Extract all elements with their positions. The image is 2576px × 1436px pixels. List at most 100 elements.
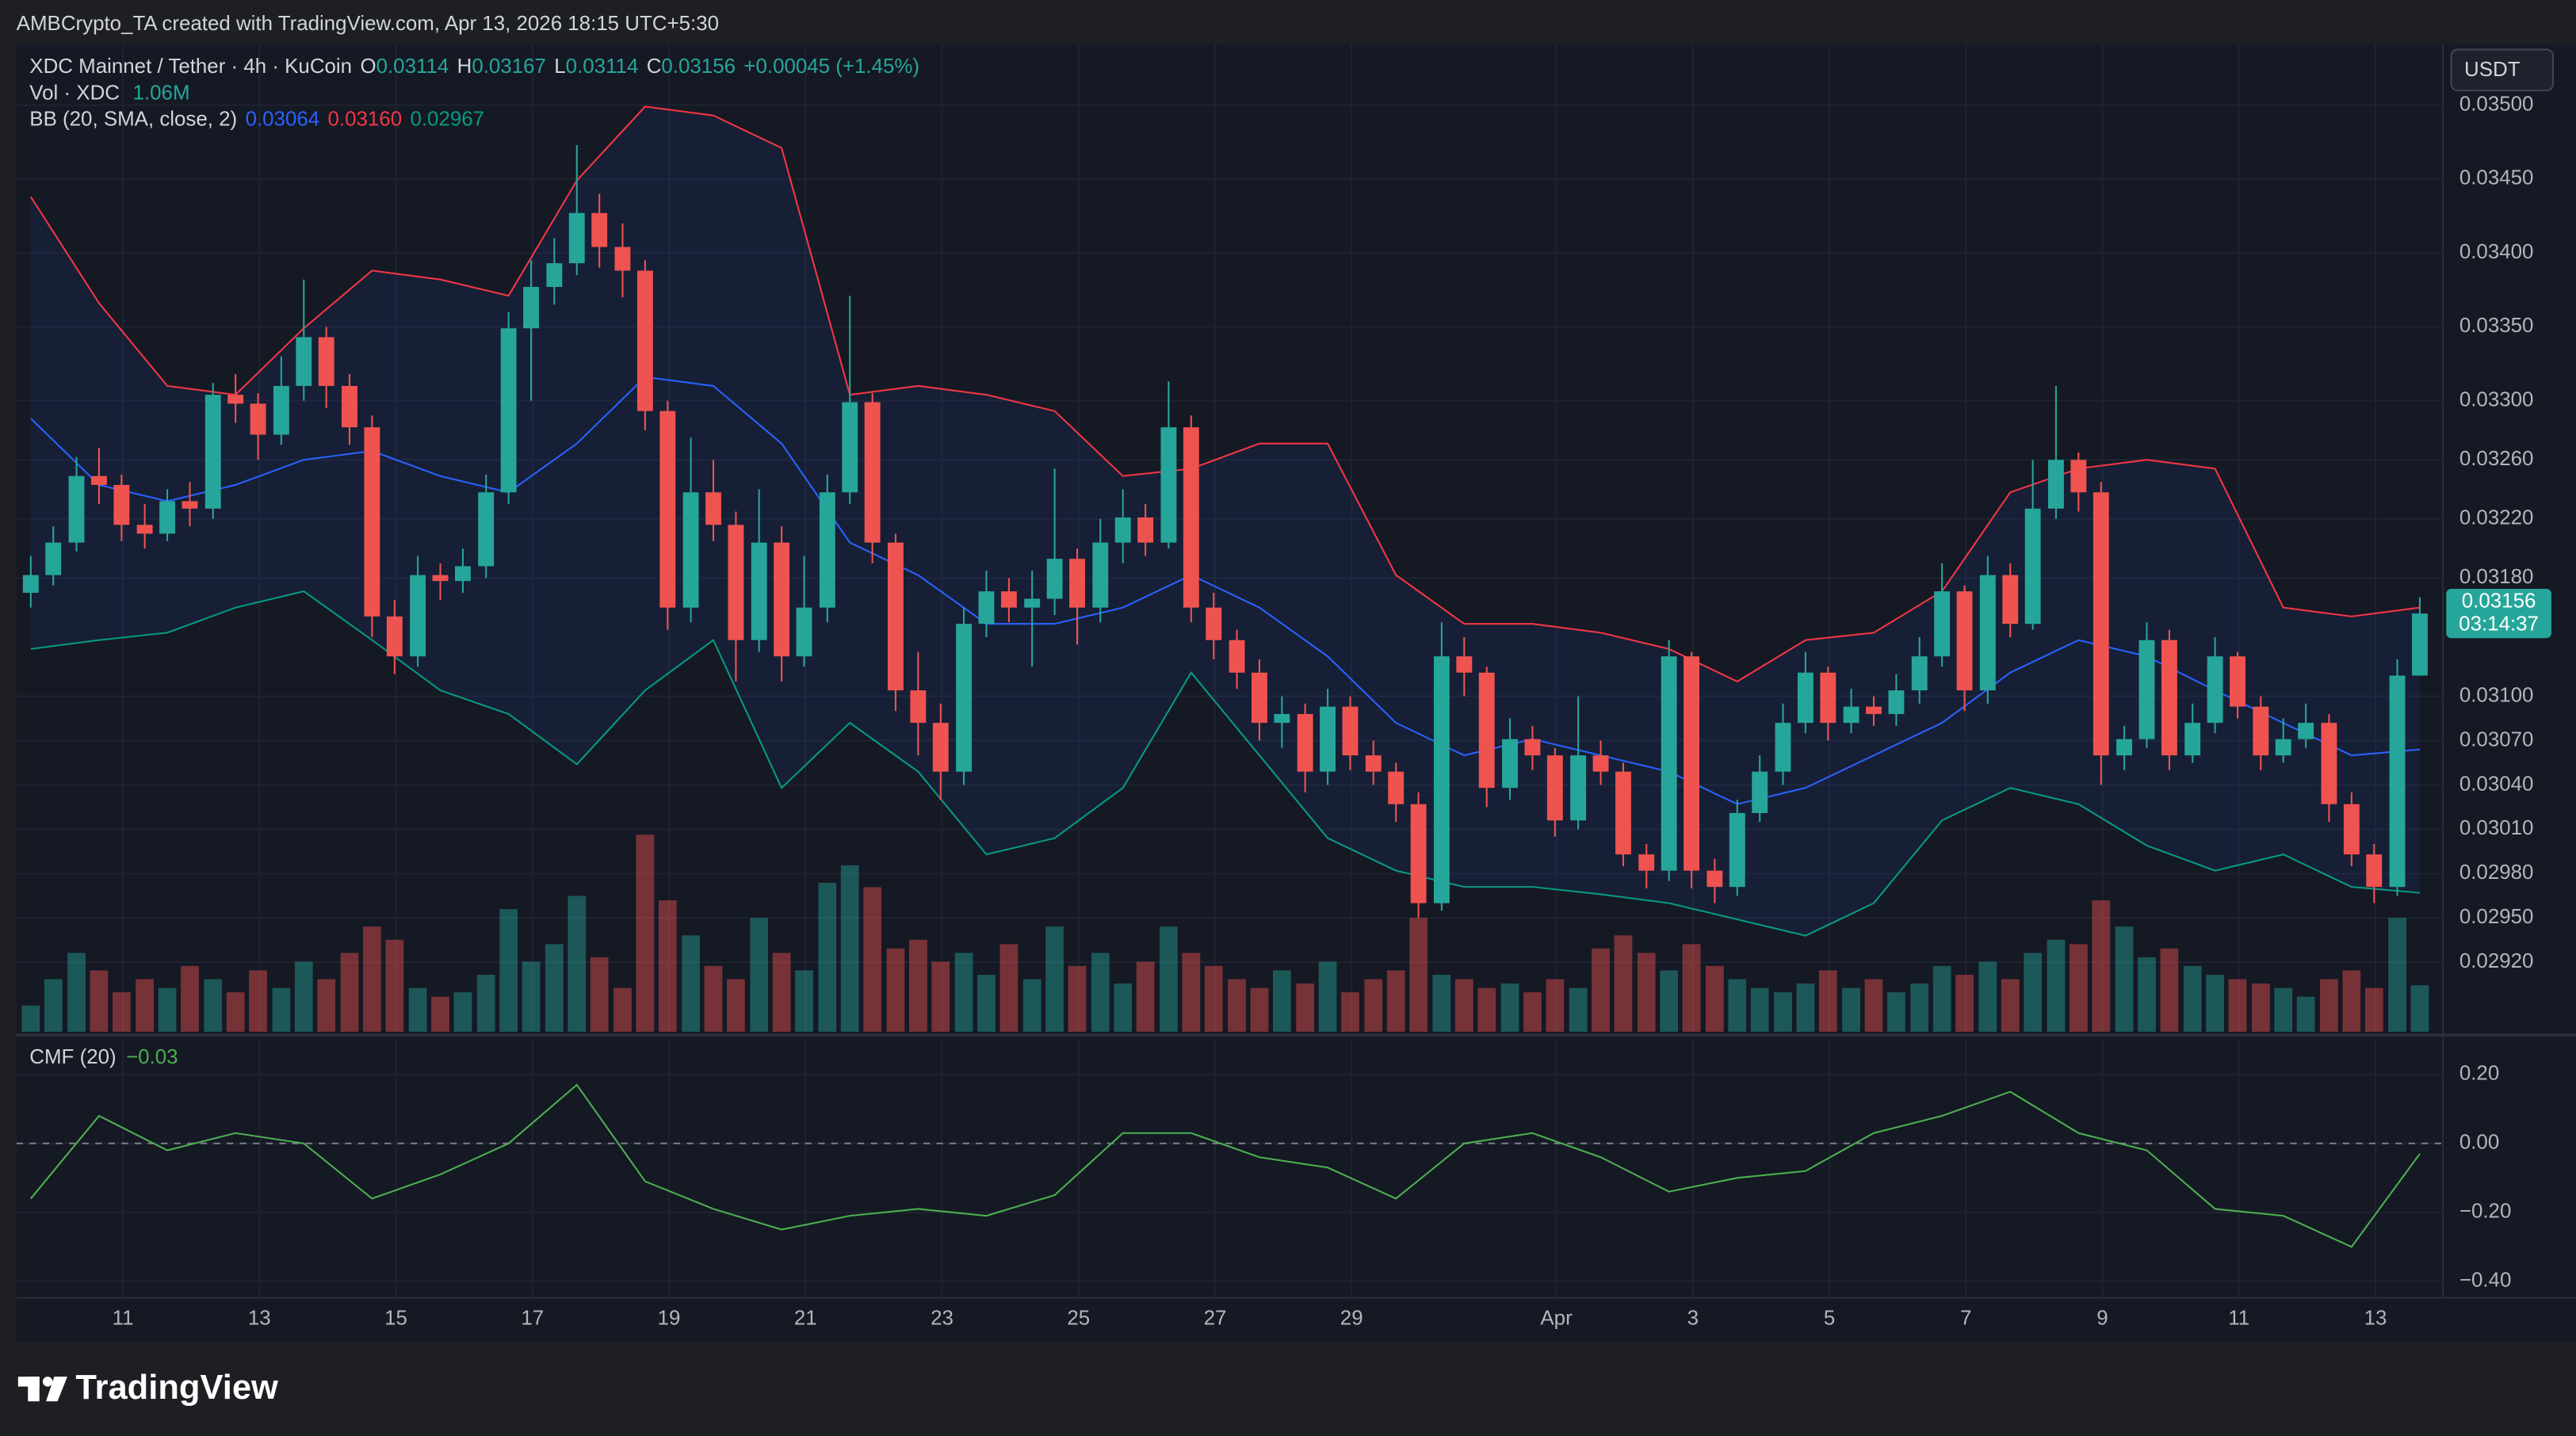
symbol-title: XDC Mainnet / Tether · 4h · KuCoin: [29, 55, 352, 78]
candle-body: [1546, 755, 1563, 821]
candle-body: [2138, 640, 2155, 739]
candle-body: [1638, 854, 1655, 871]
volume-bar: [1068, 965, 1087, 1032]
volume-bar: [1318, 961, 1337, 1032]
volume-bar: [1432, 975, 1451, 1032]
candle-body: [1206, 607, 1222, 640]
candle-body: [1502, 739, 1518, 789]
volume-bar: [2070, 944, 2088, 1032]
last-price: 0.03156: [2462, 590, 2536, 612]
x-tick-label: 9: [2096, 1307, 2108, 1329]
volume-bar: [1523, 992, 1542, 1032]
volume-bar: [613, 987, 632, 1032]
volume-bar: [1682, 944, 1701, 1032]
volume-bar: [1818, 970, 1837, 1032]
currency-button[interactable]: [2450, 48, 2555, 92]
y-tick-label: 0.02920: [2459, 950, 2534, 972]
candle-body: [2275, 739, 2291, 756]
candle-body: [182, 501, 198, 509]
volume-bar: [1842, 987, 1860, 1032]
volume-bar: [90, 970, 109, 1032]
bb-value: 0.03160: [328, 108, 403, 130]
candle-body: [1820, 672, 1836, 724]
candle-body: [1661, 656, 1677, 871]
volume-bar: [2047, 939, 2066, 1032]
candle-body: [410, 575, 426, 657]
candle-body: [296, 337, 312, 386]
volume-bar: [2296, 996, 2315, 1032]
candle-body: [1297, 713, 1313, 772]
candle-body: [90, 475, 107, 485]
volume-bar: [2364, 987, 2383, 1032]
volume-bar: [1546, 979, 1565, 1032]
candle-body: [2343, 804, 2360, 855]
volume-bar: [750, 918, 769, 1032]
y-tick-label: 0.02950: [2459, 906, 2534, 928]
y-tick-label: 0.03350: [2459, 315, 2534, 337]
ohlc-value: 0.03114: [376, 55, 449, 78]
y-tick-label: 0.03450: [2459, 167, 2534, 189]
candle-body: [1592, 755, 1609, 772]
volume-bar: [682, 935, 700, 1032]
candle-body: [318, 337, 334, 386]
x-tick-label: 13: [2364, 1307, 2387, 1329]
candle-body: [2389, 675, 2406, 888]
candle-body: [1046, 559, 1063, 599]
last-price-badge: [2446, 589, 2551, 639]
volume-bar: [1887, 992, 1905, 1032]
ohlc-key: C: [647, 55, 662, 78]
x-tick-label: 3: [1687, 1307, 1699, 1329]
x-tick-label: 25: [1067, 1307, 1090, 1329]
volume-bar: [522, 961, 541, 1032]
volume-value: 1.06M: [133, 82, 190, 104]
y-tick-label: 0.03400: [2459, 241, 2534, 263]
x-tick-label: 15: [384, 1307, 407, 1329]
candle-body: [636, 270, 653, 411]
band-fill: [30, 106, 2420, 936]
candle-body: [932, 723, 949, 772]
candle-body: [1365, 755, 1382, 772]
band-line: [29, 105, 2421, 683]
volume-bar: [1500, 983, 1519, 1032]
candle-body: [2093, 492, 2109, 756]
currency-label[interactable]: USDT: [2464, 59, 2521, 81]
volume-bar: [772, 953, 791, 1032]
candle-body: [68, 475, 85, 543]
candle-body: [1114, 517, 1131, 543]
candle-body: [45, 542, 62, 575]
volume-bar: [2320, 979, 2338, 1032]
volume-bar: [317, 979, 336, 1032]
candle-body: [227, 395, 244, 404]
legend: Vol · XDC 1.06M: [29, 82, 189, 104]
volume-bar: [1705, 965, 1724, 1032]
candle-body: [910, 690, 927, 724]
volume-bar: [408, 987, 427, 1032]
volume-bar: [1204, 965, 1223, 1032]
bb-value: 0.02967: [410, 108, 484, 130]
ohlc-value: 0.03167: [472, 55, 546, 78]
volume-bar: [931, 961, 950, 1032]
volume-bar: [226, 992, 245, 1032]
volume-bar: [158, 987, 177, 1032]
volume-bar: [1045, 926, 1064, 1032]
candle-body: [864, 402, 881, 543]
candle-body: [1024, 598, 1041, 608]
candle-body: [1570, 755, 1587, 821]
y-tick-label: 0.03010: [2459, 817, 2534, 839]
volume-bar: [977, 975, 996, 1032]
candle-body: [1797, 672, 1814, 724]
volume-title: Vol · XDC: [29, 82, 120, 104]
candle-body: [1342, 706, 1359, 756]
volume-bar: [294, 961, 313, 1032]
legend: BB (20, SMA, close, 2) 0.03064 0.03160 0.02…: [29, 108, 484, 130]
candle-body: [364, 427, 380, 617]
candle-body: [1456, 656, 1473, 673]
candle-body: [2412, 613, 2428, 676]
candle-body: [22, 575, 39, 594]
candle-body: [2161, 640, 2177, 756]
volume-bar: [1864, 979, 1883, 1032]
volume-bar: [1614, 935, 1633, 1032]
candle-body: [136, 525, 153, 534]
cmf-line: [30, 1083, 2421, 1248]
